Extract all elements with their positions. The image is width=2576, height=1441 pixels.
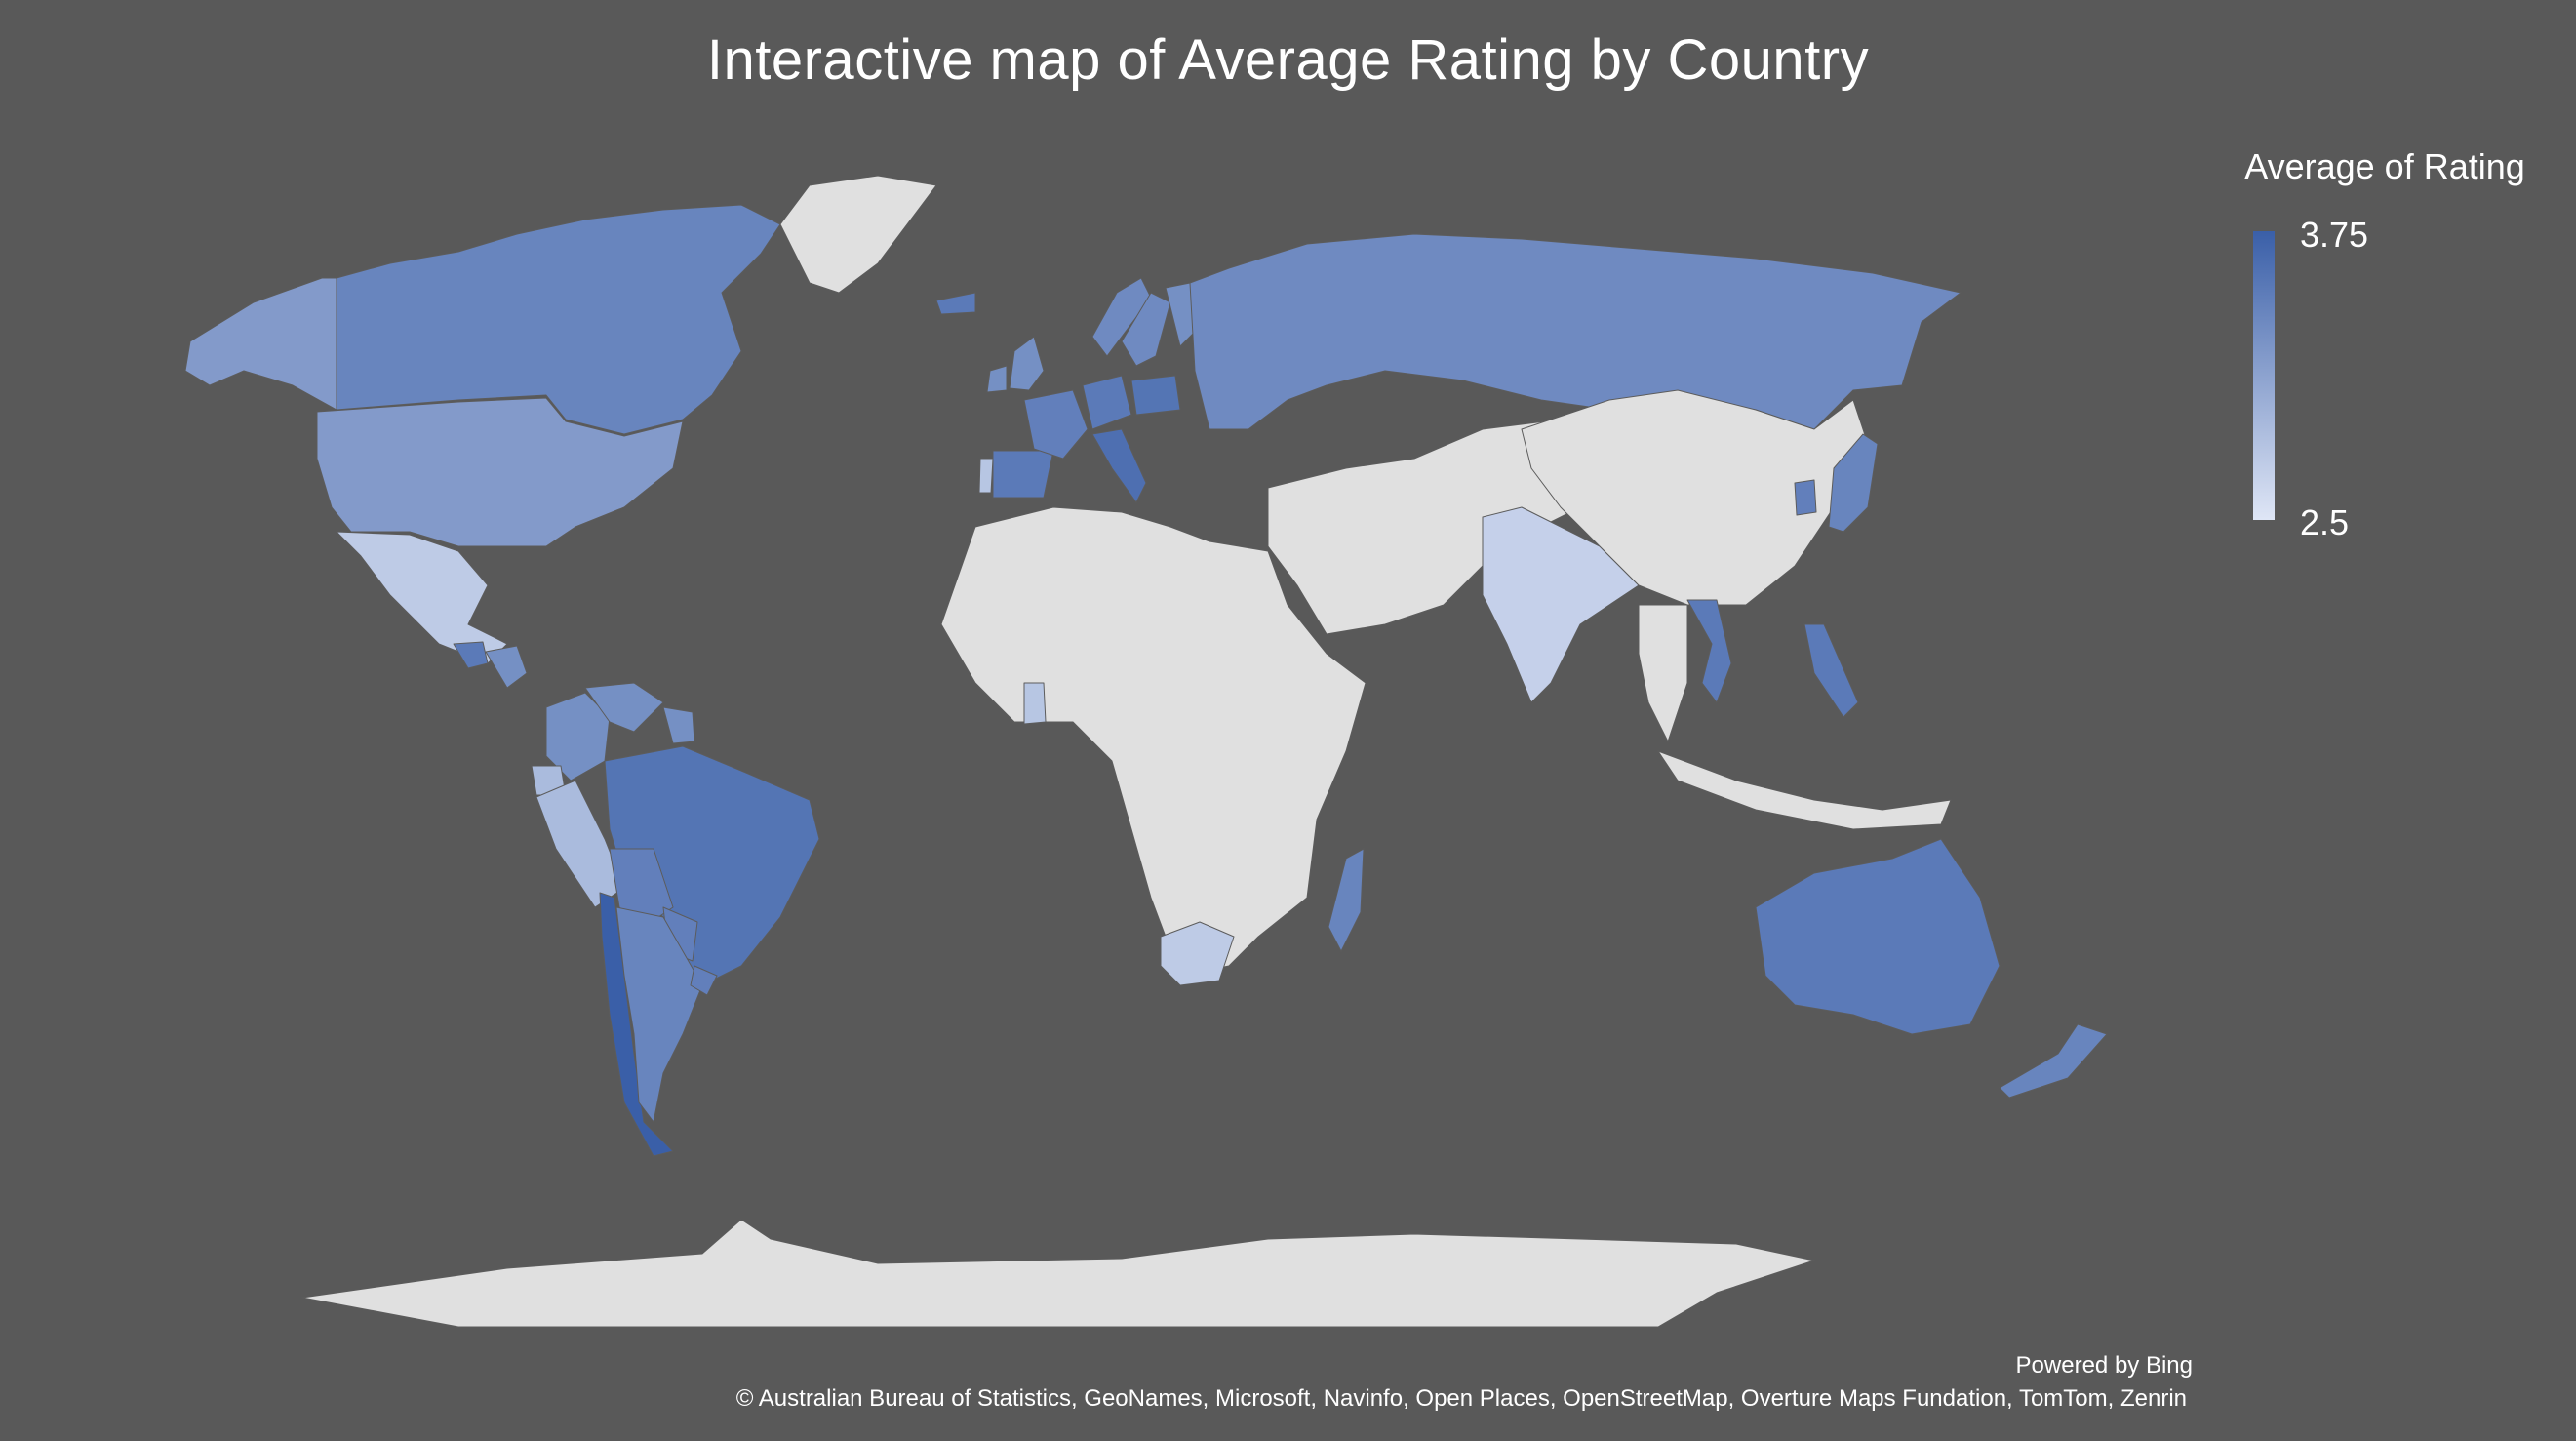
region-mexico[interactable]: Mexico: 2.75 bbox=[336, 531, 508, 664]
powered-by-label: Powered by Bing bbox=[2015, 1352, 2193, 1379]
region-south-korea[interactable]: South Korea: 3.45 bbox=[1794, 479, 1817, 516]
region-southeast-asia[interactable]: Southeast Asia bbox=[1638, 604, 1688, 742]
chart-title: Interactive map of Average Rating by Cou… bbox=[706, 28, 1870, 92]
region-australia[interactable]: Australia: 3.5 bbox=[1755, 838, 2001, 1035]
region-japan[interactable]: Japan: 3.4 bbox=[1828, 433, 1879, 533]
region-greenland[interactable]: Greenland bbox=[779, 175, 937, 294]
region-africa[interactable]: Africa bbox=[940, 506, 1367, 977]
region-iceland[interactable]: Iceland: 3.5 bbox=[935, 292, 976, 315]
region-venezuela[interactable]: Venezuela: 3.3 bbox=[584, 682, 664, 733]
region-honduras[interactable]: Honduras: 3.3 bbox=[485, 645, 528, 689]
map-attribution: © Australian Bureau of Statistics, GeoNa… bbox=[735, 1385, 2187, 1412]
region-italy[interactable]: Italy: 3.6 bbox=[1091, 428, 1147, 503]
region-portugal[interactable]: Portugal: 2.8 bbox=[978, 458, 994, 494]
legend-max-label: 3.75 bbox=[2300, 215, 2369, 255]
region-russia[interactable]: Russia: 3.35 bbox=[1189, 233, 1962, 430]
region-germany[interactable]: Germany: 3.5 bbox=[1082, 375, 1132, 430]
region-indonesia[interactable]: Indonesia bbox=[1657, 750, 1952, 830]
region-ireland[interactable]: Ireland: 3.3 bbox=[986, 365, 1008, 393]
region-canada[interactable]: Canada: 3.4 bbox=[336, 204, 781, 435]
region-south-africa[interactable]: South Africa: 2.75 bbox=[1160, 921, 1235, 986]
region-ghana[interactable]: Ghana: 2.8 bbox=[1023, 682, 1047, 725]
region-guatemala[interactable]: Guatemala: 3.5 bbox=[453, 641, 489, 669]
region-uruguay[interactable]: Uruguay: 3.45 bbox=[690, 965, 718, 996]
region-guyana[interactable]: Guyana: 3.3 bbox=[662, 706, 695, 744]
region-argentina[interactable]: Argentina: 3.4 bbox=[615, 906, 703, 1123]
country-regions: Canada: 3.4Alaska (United States): 3.2Un… bbox=[184, 175, 2108, 1328]
legend-title: Average of Rating bbox=[2244, 146, 2525, 186]
region-spain[interactable]: Spain: 3.5 bbox=[992, 450, 1054, 499]
region-antarctica[interactable]: Antarctica bbox=[301, 1219, 1815, 1328]
region-france[interactable]: France: 3.45 bbox=[1023, 389, 1089, 460]
legend-min-label: 2.5 bbox=[2300, 502, 2350, 542]
region-india[interactable]: India: 2.7 bbox=[1482, 506, 1640, 703]
region-united-kingdom[interactable]: United Kingdom: 3.3 bbox=[1009, 336, 1045, 391]
region-sweden[interactable]: Sweden: 3.35 bbox=[1121, 292, 1171, 367]
region-alaska-united-states[interactable]: Alaska (United States): 3.2 bbox=[184, 277, 337, 411]
region-madagascar[interactable]: Madagascar: 3.4 bbox=[1328, 848, 1365, 952]
region-china[interactable]: China bbox=[1521, 389, 1874, 606]
region-poland[interactable]: Poland: 3.55 bbox=[1130, 375, 1181, 416]
region-united-states[interactable]: United States: 3.2 bbox=[316, 397, 684, 547]
legend-color-scale bbox=[2253, 231, 2275, 520]
region-philippines[interactable]: Philippines: 3.5 bbox=[1803, 623, 1859, 718]
region-new-zealand[interactable]: New Zealand: 3.4 bbox=[1999, 1023, 2108, 1099]
region-vietnam[interactable]: Vietnam: 3.5 bbox=[1686, 599, 1732, 703]
